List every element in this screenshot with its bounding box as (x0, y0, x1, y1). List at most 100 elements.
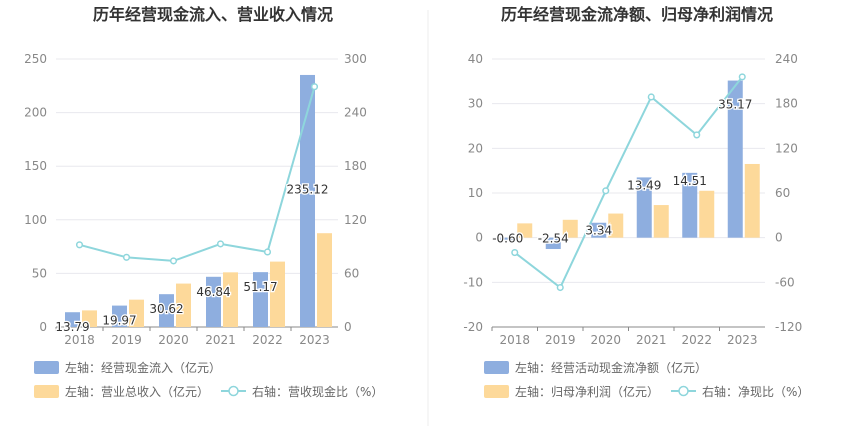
bar-secondary (699, 190, 715, 238)
left-axis-tick: 20 (468, 141, 483, 155)
line-point (511, 249, 519, 257)
line-point (602, 187, 610, 195)
chart-title: 历年经营现金流入、营业收入情况 (93, 5, 333, 24)
x-axis-tick-label: 2020 (158, 333, 189, 347)
left-axis-tick: 10 (468, 186, 483, 200)
x-axis-tick-label: 2022 (252, 333, 283, 347)
right-axis-tick: 180 (775, 97, 798, 111)
right-axis-tick: 240 (775, 52, 798, 66)
line-point (216, 240, 225, 248)
line-point (310, 83, 319, 91)
left-axis-tick: 250 (24, 52, 47, 66)
x-axis-tick-label: 2018 (499, 333, 530, 347)
bar-primary (112, 305, 127, 327)
bar-primary (727, 80, 743, 238)
left-axis-tick: -10 (463, 275, 483, 289)
bar-secondary (608, 213, 624, 238)
x-axis-tick-label: 2019 (111, 333, 142, 347)
bar-secondary (270, 261, 285, 327)
bar-primary (159, 294, 174, 327)
legend-swatch-secondary (484, 385, 509, 398)
bar-primary (206, 276, 221, 327)
right-axis-tick: 120 (344, 213, 367, 227)
bar-secondary (129, 299, 144, 327)
left-axis-tick: 150 (24, 159, 47, 173)
left-axis-tick: 50 (32, 266, 47, 280)
right-axis-tick: 120 (775, 141, 798, 155)
legend-swatch-line-marker (228, 385, 239, 397)
line-point (556, 283, 564, 292)
x-axis-tick-label: 2019 (545, 333, 576, 347)
bar-primary (545, 237, 561, 250)
bar-primary (300, 74, 315, 328)
right-axis-tick: 300 (344, 52, 367, 66)
line-point (647, 93, 655, 101)
line-point (263, 248, 272, 256)
legend-label: 左轴：归母净利润（亿元） (515, 384, 659, 399)
bar-secondary (517, 223, 533, 238)
bar-data-label: 3.34 (585, 224, 612, 238)
bar-primary (591, 222, 607, 238)
line-point (122, 253, 131, 261)
bar-data-label: 35.17 (718, 98, 752, 112)
bar-primary (500, 237, 516, 241)
bar-data-label: 13.49 (627, 178, 661, 192)
bar-data-label: -2.54 (538, 232, 569, 246)
legend-label: 右轴：净现比（%） (702, 384, 809, 399)
left-axis-tick: 200 (24, 106, 47, 120)
legend-swatch-line-marker (678, 385, 689, 397)
bar-secondary (562, 219, 578, 238)
bar-primary (636, 177, 652, 238)
bar-secondary (223, 272, 238, 327)
right-axis-tick: 240 (344, 106, 367, 120)
right-axis-tick: 0 (775, 231, 783, 245)
bar-data-label: 46.84 (196, 285, 230, 299)
bar-primary (65, 312, 80, 327)
right-axis-tick: 180 (344, 159, 367, 173)
right-axis-tick: -60 (775, 275, 795, 289)
bar-data-label: 14.51 (673, 174, 707, 188)
chart-title: 历年经营现金流净额、归母净利润情况 (501, 5, 773, 24)
right-axis-tick: 60 (344, 266, 359, 280)
legend-label: 左轴：经营现金流入（亿元） (65, 360, 221, 375)
left-axis-tick: 30 (468, 97, 483, 111)
right-axis-tick: -120 (775, 320, 802, 334)
x-axis-tick-label: 2021 (205, 333, 236, 347)
chart-cash-inflow-revenue: 历年经营现金流入、营业收入情况 0 50 100 150 200 250 0 60 120 180… (24, 5, 383, 399)
bar-data-label: 13.79 (55, 320, 89, 334)
x-axis-tick-label: 2023 (727, 333, 758, 347)
right-axis-tick: 0 (344, 320, 352, 334)
legend-label: 左轴：经营活动现金流净额（亿元） (515, 360, 707, 375)
legend-swatch-primary (34, 361, 59, 374)
bar-secondary (317, 233, 332, 327)
x-axis-tick-label: 2018 (64, 333, 95, 347)
x-axis-tick-label: 2022 (681, 333, 712, 347)
line-point (169, 257, 178, 265)
left-axis-tick: 0 (475, 231, 483, 245)
bar-primary (253, 272, 268, 327)
bar-data-label: 235.12 (287, 182, 329, 196)
line-series (79, 86, 316, 262)
bar-secondary (744, 163, 760, 238)
legend-swatch-primary (484, 361, 509, 374)
x-axis-tick-label: 2021 (636, 333, 667, 347)
right-axis-tick: 60 (775, 186, 790, 200)
left-axis-tick: 0 (39, 320, 47, 334)
left-axis-tick: 40 (468, 52, 483, 66)
bar-secondary (82, 310, 97, 327)
chart-net-cashflow-profit: 历年经营现金流净额、归母净利润情况 -20 -10 0 10 20 30 40 -120 -60… (463, 5, 809, 399)
line-series (514, 76, 744, 290)
bar-secondary (653, 205, 669, 238)
left-axis-tick: 100 (24, 213, 47, 227)
legend-label: 右轴：营收现金比（%） (252, 384, 383, 399)
left-axis-tick: -20 (463, 320, 483, 334)
bar-secondary (176, 283, 191, 327)
line-point (738, 73, 746, 81)
bar-data-label: 30.62 (149, 302, 183, 316)
bar-data-label: 19.97 (102, 314, 136, 328)
bar-primary (682, 172, 698, 238)
legend-swatch-secondary (34, 385, 59, 398)
bar-data-label: -0.60 (492, 232, 523, 246)
